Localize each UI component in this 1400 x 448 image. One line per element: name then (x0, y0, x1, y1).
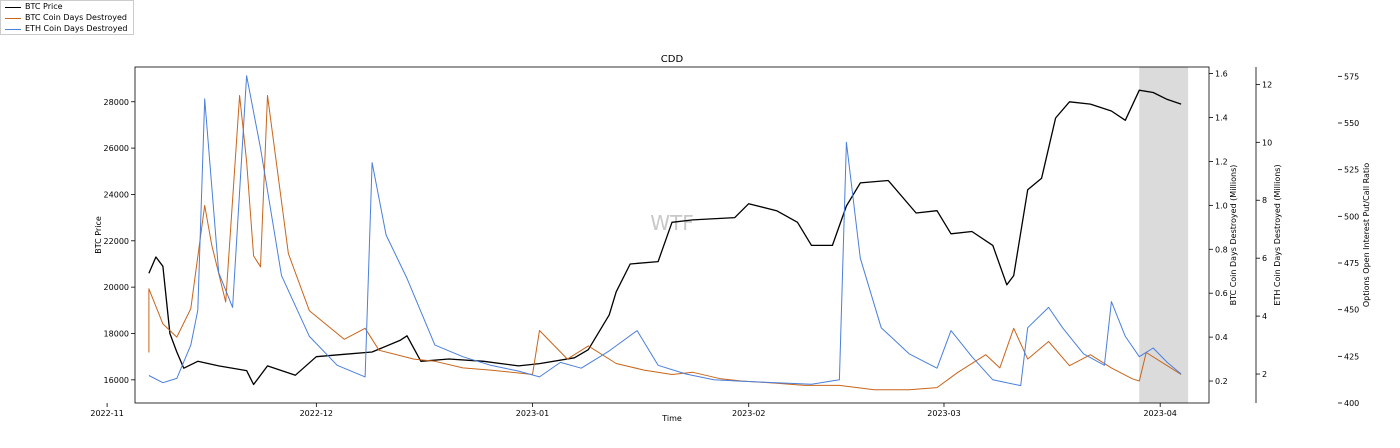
y-left-tick-label: 22000 (104, 237, 129, 246)
y-left-tick-label: 24000 (104, 190, 129, 199)
series-line-btc-price (148, 89, 1182, 386)
chart-title: CDD (661, 54, 684, 65)
forecast-shaded-region (1139, 67, 1189, 403)
y-right3-tick-label: 575 (1344, 72, 1359, 81)
y-right1-tick-label: 0.4 (1215, 333, 1228, 342)
x-tick-label: 2023-03 (927, 409, 960, 418)
y-right1-tick-label: 1.0 (1215, 201, 1228, 210)
y-axis-right2-label: ETH Coin Days Destroyed (Millions) (1273, 164, 1282, 305)
legend-item-btc-cdd: BTC Coin Days Destroyed (5, 13, 127, 23)
y-right2-tick-label: 8 (1262, 196, 1267, 205)
y-right3-tick-label: 525 (1344, 166, 1359, 175)
y-left-tick-label: 16000 (104, 376, 129, 385)
x-tick-label: 2023-04 (1143, 409, 1176, 418)
legend-item-eth-cdd: ETH Coin Days Destroyed (5, 24, 127, 34)
y-right1-tick-label: 0.2 (1215, 377, 1228, 386)
y-right3-tick-label: 425 (1344, 352, 1359, 361)
x-tick-label: 2022-12 (300, 409, 333, 418)
y-right3-tick-label: 475 (1344, 259, 1359, 268)
y-left-tick-label: 26000 (104, 144, 129, 153)
legend-swatch-btc-cdd (5, 17, 21, 19)
y-right2-tick-label: 12 (1262, 80, 1272, 89)
y-left-tick-label: 18000 (104, 329, 129, 338)
x-axis-label: Time (661, 414, 682, 423)
y-axis-right1-label: BTC Coin Days Destroyed (Millions) (1229, 165, 1238, 306)
x-tick-label: 2023-02 (732, 409, 765, 418)
y-right1-tick-label: 0.8 (1215, 245, 1228, 254)
y-right3-tick-label: 500 (1344, 212, 1359, 221)
y-right3-tick-label: 450 (1344, 306, 1359, 315)
y-right1-tick-label: 1.4 (1215, 114, 1228, 123)
plot-area (135, 67, 1209, 403)
legend-swatch-btc-price (5, 6, 21, 8)
y-right2-tick-label: 4 (1262, 312, 1267, 321)
legend-label-btc-cdd: BTC Coin Days Destroyed (25, 13, 127, 22)
y-right3-tick-label: 400 (1344, 399, 1359, 408)
y-right1-tick-label: 1.6 (1215, 70, 1228, 79)
y-right2-tick-label: 10 (1262, 138, 1272, 147)
legend-label-eth-cdd: ETH Coin Days Destroyed (25, 24, 128, 33)
y-right2-tick-label: 6 (1262, 254, 1267, 263)
legend-label-btc-price: BTC Price (25, 2, 63, 11)
legend-swatch-eth-cdd (5, 28, 21, 30)
y-left-tick-label: 20000 (104, 283, 129, 292)
x-tick-label: 2022-11 (90, 409, 123, 418)
y-right1-tick-label: 0.6 (1215, 289, 1228, 298)
y-right3-tick-label: 550 (1344, 119, 1359, 128)
legend-item-btc-price: BTC Price (5, 2, 63, 12)
series-line-eth-cdd (148, 75, 1182, 387)
y-left-tick-label: 28000 (104, 98, 129, 107)
y-axis-right3-label: Options Open Interest Put/Call Ratio (1362, 163, 1371, 307)
y-right2-tick-label: 2 (1262, 370, 1267, 379)
plot-frame (134, 66, 1210, 404)
y-axis-left-label: BTC Price (94, 216, 103, 254)
x-tick-label: 2023-01 (516, 409, 549, 418)
y-right1-tick-label: 1.2 (1215, 157, 1228, 166)
legend: BTC Price BTC Coin Days Destroyed ETH Co… (0, 0, 134, 35)
